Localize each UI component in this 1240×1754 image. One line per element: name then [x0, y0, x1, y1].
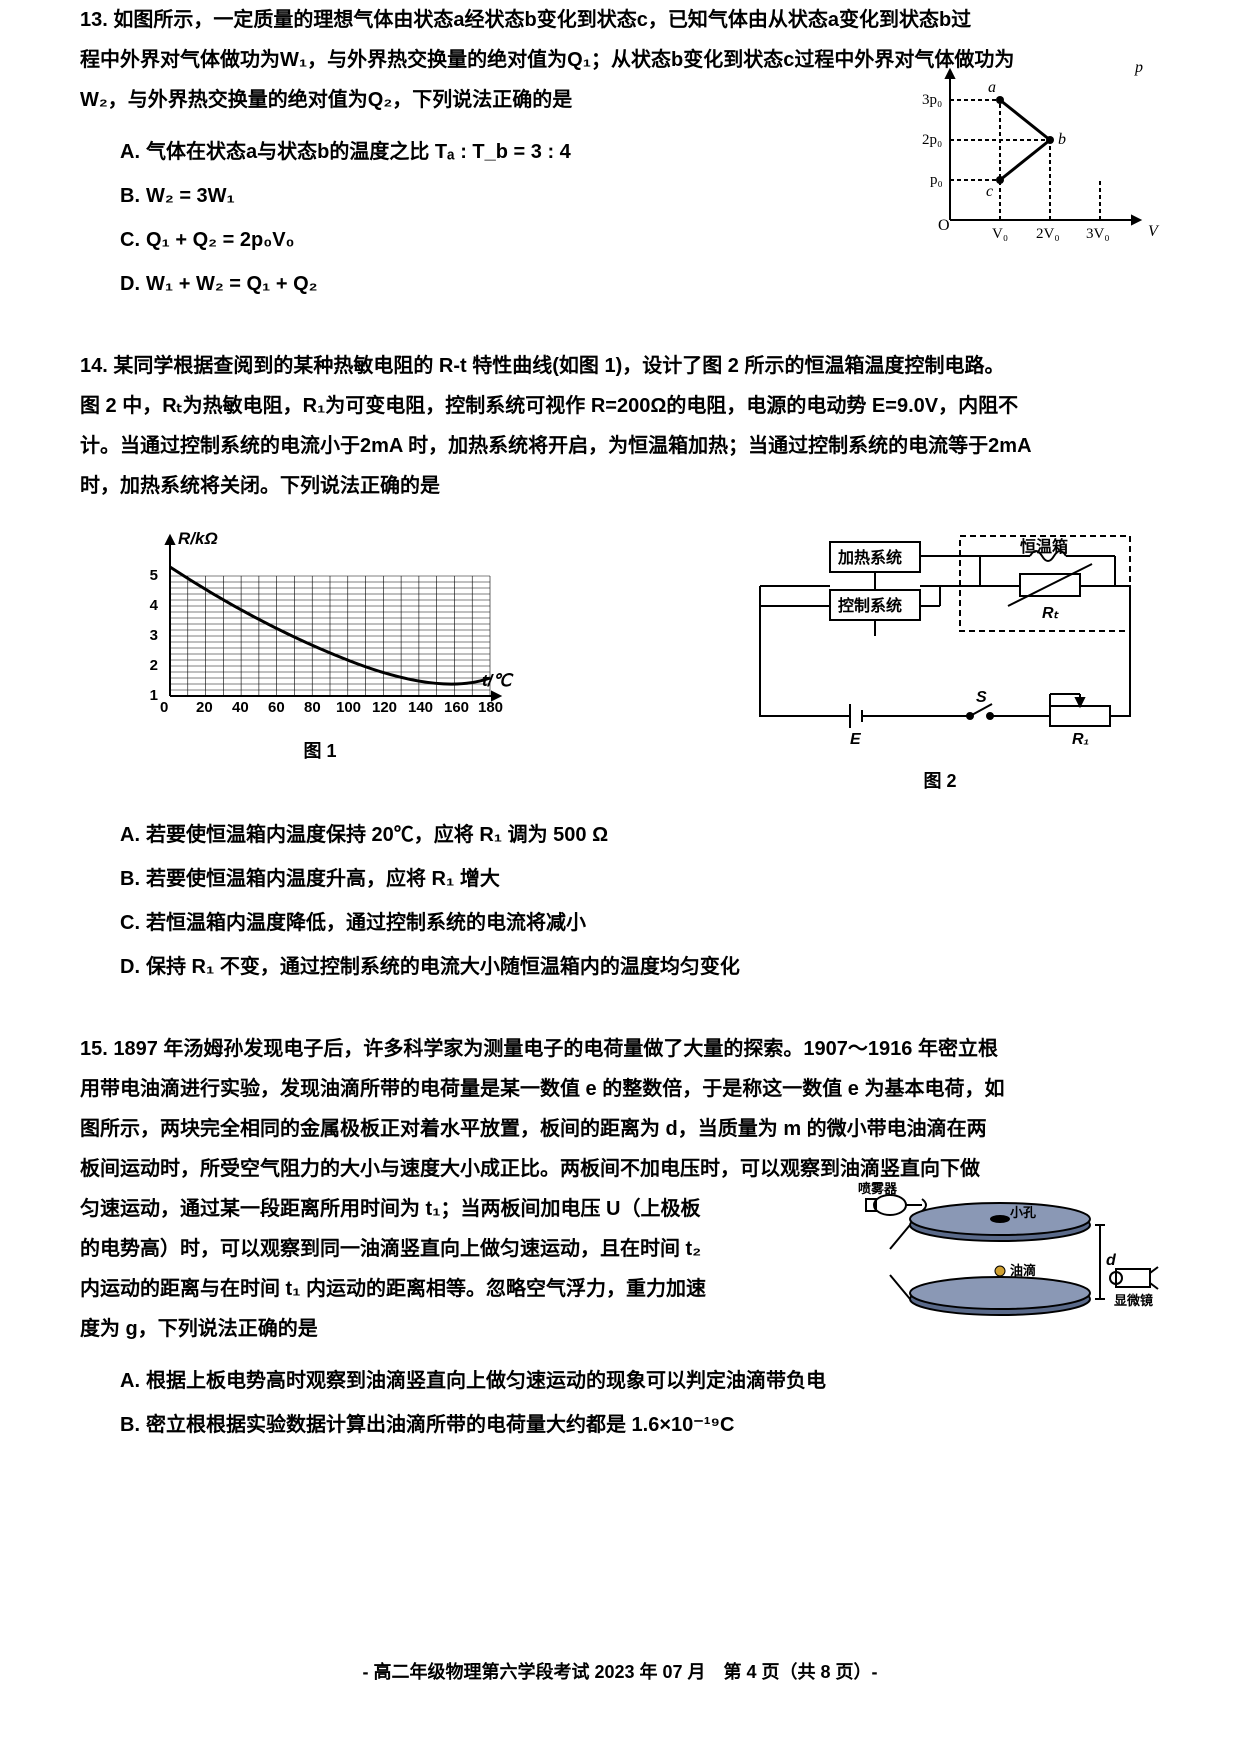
svg-text:R/kΩ: R/kΩ: [178, 529, 218, 548]
q14-options: A.若要使恒温箱内温度保持 20℃，应将 R₁ 调为 500 Ω B.若要使恒温…: [120, 813, 1160, 989]
svg-text:E: E: [850, 731, 862, 748]
svg-text:2V₀: 2V₀: [1036, 226, 1060, 242]
svg-text:p: p: [1134, 60, 1143, 76]
q13-option-c: C.Q₁ + Q₂ = 2p₀V₀: [120, 218, 820, 262]
q15-stem-line7: 内运动的距离与在时间 t₁ 内运动的距离相等。忽略空气浮力，重力加速: [80, 1269, 820, 1309]
svg-text:d: d: [1106, 1252, 1117, 1269]
q14-figure1: 0 20 40 60 80 100 120 140 160 180 1 2 3 4 5 R/…: [120, 526, 520, 763]
q14-option-b: B.若要使恒温箱内温度升高，应将 R₁ 增大: [120, 857, 1160, 901]
svg-text:100: 100: [336, 699, 361, 716]
q15-optB-text: 密立根根据实验数据计算出油滴所带的电荷量大约都是 1.6×10⁻¹⁹C: [146, 1414, 734, 1436]
q14-optB-text: 若要使恒温箱内温度升高，应将 R₁ 增大: [146, 868, 500, 890]
svg-text:V: V: [1148, 223, 1160, 240]
q15-millikan-diagram: 喷雾器 小孔 油滴 d 显微镜: [850, 1179, 1160, 1339]
svg-text:c: c: [986, 183, 993, 200]
q14-fig1-caption: 图 1: [120, 737, 520, 763]
q14-option-a: A.若要使恒温箱内温度保持 20℃，应将 R₁ 调为 500 Ω: [120, 813, 1160, 857]
svg-text:3V₀: 3V₀: [1086, 226, 1110, 242]
q15-options: A.根据上板电势高时观察到油滴竖直向上做匀速运动的现象可以判定油滴带负电 B.密…: [120, 1359, 1160, 1447]
svg-text:O: O: [938, 217, 950, 234]
q13-optD-text: W₁ + W₂ = Q₁ + Q₂: [146, 273, 318, 295]
q15-option-b: B.密立根根据实验数据计算出油滴所带的电荷量大约都是 1.6×10⁻¹⁹C: [120, 1403, 1160, 1447]
q13-option-d: D.W₁ + W₂ = Q₁ + Q₂: [120, 262, 820, 306]
q14-rt-curve: 0 20 40 60 80 100 120 140 160 180 1 2 3 4 5 R/…: [120, 526, 520, 726]
q13-option-b: B.W₂ = 3W₁: [120, 174, 820, 218]
question-15: 15. 1897 年汤姆孙发现电子后，许多科学家为测量电子的电荷量做了大量的探索…: [80, 1029, 1160, 1447]
q14-stem-line1: 14. 某同学根据查阅到的某种热敏电阻的 R-t 特性曲线(如图 1)，设计了图…: [80, 346, 1160, 386]
svg-text:140: 140: [408, 699, 433, 716]
svg-text:R₁: R₁: [1072, 731, 1089, 748]
svg-text:60: 60: [268, 699, 285, 716]
q15-stem-line3: 图所示，两块完全相同的金属极板正对着水平放置，板间的距离为 d，当质量为 m 的…: [80, 1109, 1160, 1149]
svg-text:Rₜ: Rₜ: [1042, 605, 1060, 622]
q13-option-a: A.气体在状态a与状态b的温度之比 Tₐ : T_b = 3 : 4: [120, 130, 820, 174]
svg-text:小孔: 小孔: [1010, 1205, 1036, 1220]
question-13: 13. 如图所示，一定质量的理想气体由状态a经状态b变化到状态c，已知气体由从状…: [80, 0, 1160, 306]
q15-optA-text: 根据上板电势高时观察到油滴竖直向上做匀速运动的现象可以判定油滴带负电: [146, 1370, 826, 1392]
q14-stem-line2: 图 2 中，Rₜ为热敏电阻，R₁为可变电阻，控制系统可视作 R=200Ω的电阻，…: [80, 386, 1160, 426]
q13-optC-text: Q₁ + Q₂ = 2p₀V₀: [146, 229, 295, 251]
question-14: 14. 某同学根据查阅到的某种热敏电阻的 R-t 特性曲线(如图 1)，设计了图…: [80, 346, 1160, 989]
q13-stem-line1: 13. 如图所示，一定质量的理想气体由状态a经状态b变化到状态c，已知气体由从状…: [80, 0, 1160, 40]
q14-stem-line4: 时，加热系统将关闭。下列说法正确的是: [80, 466, 1160, 506]
q14-fig2-caption: 图 2: [720, 767, 1160, 793]
q14-option-c: C.若恒温箱内温度降低，通过控制系统的电流将减小: [120, 901, 1160, 945]
page-footer: - 高二年级物理第六学段考试 2023 年 07 月 第 4 页（共 8 页）-: [0, 1658, 1240, 1684]
q14-optD-text: 保持 R₁ 不变，通过控制系统的电流大小随恒温箱内的温度均匀变化: [146, 956, 740, 978]
svg-text:20: 20: [196, 699, 213, 716]
svg-text:2: 2: [150, 657, 158, 674]
q14-option-d: D.保持 R₁ 不变，通过控制系统的电流大小随恒温箱内的温度均匀变化: [120, 945, 1160, 989]
svg-text:S: S: [976, 689, 987, 706]
q14-heater-label: 加热系统: [837, 548, 902, 567]
svg-text:3: 3: [150, 627, 158, 644]
q14-figures: 0 20 40 60 80 100 120 140 160 180 1 2 3 4 5 R/…: [120, 526, 1160, 793]
svg-text:3p₀: 3p₀: [922, 92, 942, 108]
q15-stem-line6: 的电势高）时，可以观察到同一油滴竖直向上做匀速运动，且在时间 t₂: [80, 1229, 820, 1269]
q14-optC-text: 若恒温箱内温度降低，通过控制系统的电流将减小: [146, 912, 586, 934]
svg-text:显微镜: 显微镜: [1114, 1293, 1153, 1308]
svg-text:120: 120: [372, 699, 397, 716]
svg-text:油滴: 油滴: [1010, 1263, 1036, 1278]
q15-stem-line2: 用带电油滴进行实验，发现油滴所带的电荷量是某一数值 e 的整数倍，于是称这一数值…: [80, 1069, 1160, 1109]
svg-text:160: 160: [444, 699, 469, 716]
q15-option-a: A.根据上板电势高时观察到油滴竖直向上做匀速运动的现象可以判定油滴带负电: [120, 1359, 1160, 1403]
svg-text:喷雾器: 喷雾器: [858, 1181, 898, 1196]
svg-text:40: 40: [232, 699, 249, 716]
q14-circuit: 加热系统 控制系统 恒温箱 Rₜ S E R₁: [720, 526, 1160, 756]
q13-options: A.气体在状态a与状态b的温度之比 Tₐ : T_b = 3 : 4 B.W₂ …: [120, 130, 820, 306]
q14-stem-line3: 计。当通过控制系统的电流小于2mA 时，加热系统将开启，为恒温箱加热；当通过控制…: [80, 426, 1160, 466]
q13-optB-text: W₂ = 3W₁: [146, 185, 235, 207]
q14-control-label: 控制系统: [838, 596, 902, 615]
q14-optA-text: 若要使恒温箱内温度保持 20℃，应将 R₁ 调为 500 Ω: [146, 824, 608, 846]
q14-figure2: 加热系统 控制系统 恒温箱 Rₜ S E R₁ 图 2: [720, 526, 1160, 793]
q14-oven-label: 恒温箱: [1020, 537, 1068, 556]
svg-text:80: 80: [304, 699, 321, 716]
svg-text:4: 4: [150, 597, 159, 614]
q15-stem-line1: 15. 1897 年汤姆孙发现电子后，许多科学家为测量电子的电荷量做了大量的探索…: [80, 1029, 1160, 1069]
q13-pv-graph: a b c p V O 3p₀ 2p₀ p₀ V₀ 2V₀ 3V₀: [910, 60, 1160, 250]
svg-text:a: a: [988, 79, 996, 96]
svg-text:t/℃: t/℃: [482, 671, 514, 690]
svg-text:V₀: V₀: [992, 226, 1008, 242]
svg-text:2p₀: 2p₀: [922, 132, 942, 148]
svg-text:5: 5: [150, 567, 158, 584]
svg-text:p₀: p₀: [930, 172, 943, 188]
svg-text:b: b: [1058, 131, 1066, 148]
svg-text:0: 0: [160, 699, 168, 716]
svg-text:1: 1: [150, 687, 158, 704]
q15-stem-line5: 匀速运动，通过某一段距离所用时间为 t₁；当两板间加电压 U（上极板: [80, 1189, 820, 1229]
q13-optA-text: 气体在状态a与状态b的温度之比 Tₐ : T_b = 3 : 4: [146, 141, 571, 163]
q15-stem-line8: 度为 g，下列说法正确的是: [80, 1309, 820, 1349]
svg-text:180: 180: [478, 699, 503, 716]
